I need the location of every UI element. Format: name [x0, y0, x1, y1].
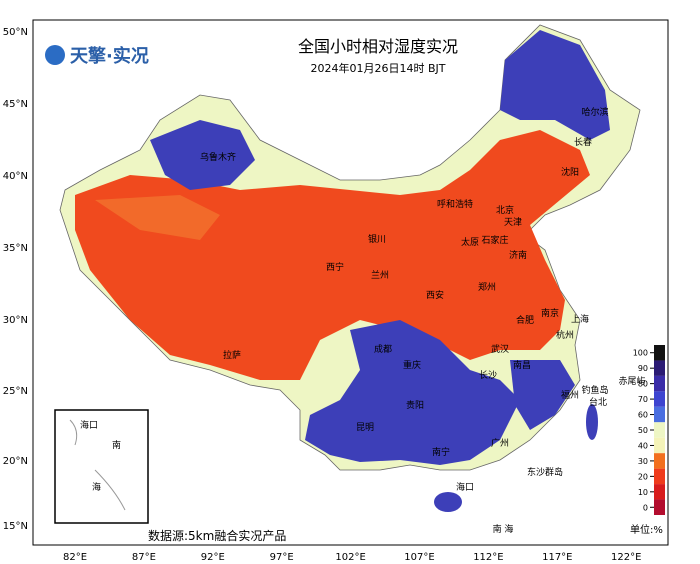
lon-label: 87°E	[132, 552, 156, 563]
legend-label: 20	[638, 472, 648, 481]
city-label: 拉萨	[223, 349, 241, 361]
city-label: 福州	[561, 389, 579, 401]
lon-label: 122°E	[611, 552, 641, 563]
legend-swatch	[654, 437, 665, 454]
city-label: 上海	[571, 313, 589, 325]
city-label: 西安	[426, 289, 444, 301]
city-label: 海口	[456, 481, 474, 493]
lon-label: 102°E	[335, 552, 365, 563]
lat-label: 35°N	[3, 243, 28, 254]
legend-label: 70	[638, 395, 648, 404]
city-label: 贵阳	[406, 399, 424, 411]
inset-label: 南	[112, 439, 121, 451]
city-label: 钓鱼岛	[581, 384, 608, 396]
city-label: 南 海	[493, 523, 514, 535]
city-label: 乌鲁木齐	[200, 151, 236, 163]
city-label: 天津	[504, 217, 522, 228]
city-label: 石家庄	[481, 234, 508, 246]
city-label: 成都	[374, 343, 392, 355]
city-label: 杭州	[556, 329, 574, 341]
legend-swatch	[654, 484, 665, 500]
inset-label: 海口	[80, 419, 98, 431]
city-label: 南宁	[432, 446, 450, 458]
legend-swatch	[654, 453, 665, 469]
lon-label: 117°E	[542, 552, 572, 563]
city-label: 济南	[509, 249, 527, 261]
map-land	[59, 24, 641, 512]
city-label: 沈阳	[561, 166, 579, 178]
city-label: 哈尔滨	[581, 106, 608, 118]
legend-label: 100	[633, 349, 648, 358]
city-label: 兰州	[371, 269, 389, 281]
legend-label: 30	[638, 457, 648, 466]
legend-swatch	[654, 406, 665, 423]
legend-swatch	[654, 391, 665, 407]
lon-label: 112°E	[473, 552, 503, 563]
legend-swatch	[654, 375, 665, 392]
legend-swatch	[654, 468, 665, 485]
city-label: 合肥	[516, 314, 534, 326]
legend-label: 0	[643, 503, 648, 512]
legend-label: 90	[638, 364, 648, 373]
map-title: 全国小时相对湿度实况	[298, 37, 458, 56]
lat-label: 45°N	[3, 99, 28, 110]
data-source: 数据源:5km融合实况产品	[148, 528, 286, 543]
legend-label: 60	[638, 411, 648, 420]
city-label: 昆明	[356, 422, 374, 433]
lat-label: 50°N	[3, 27, 28, 38]
city-label: 广州	[491, 437, 509, 449]
legend-label: 40	[638, 441, 648, 450]
inset-label: 海	[92, 481, 101, 493]
city-label: 西宁	[326, 261, 344, 273]
city-label: 重庆	[403, 359, 421, 371]
lon-label: 92°E	[201, 552, 225, 563]
inset-outline	[69, 419, 126, 511]
lat-label: 25°N	[3, 386, 28, 397]
city-label: 北京	[496, 204, 514, 216]
legend-swatch	[654, 422, 665, 438]
lat-label: 20°N	[3, 456, 28, 467]
city-label: 东沙群岛	[527, 466, 563, 478]
city-label: 呼和浩特	[437, 198, 473, 210]
city-label: 银川	[368, 233, 386, 245]
legend-label: 10	[638, 488, 648, 497]
logo-text: 天擎·实况	[70, 45, 149, 67]
lon-label: 82°E	[63, 552, 87, 563]
lon-label: 97°E	[270, 552, 294, 563]
lon-label: 107°E	[404, 552, 434, 563]
city-label: 赤尾屿	[618, 376, 645, 387]
legend-swatch	[654, 499, 665, 515]
city-label: 南昌	[513, 359, 531, 371]
lat-label: 30°N	[3, 315, 28, 326]
legend-swatch	[654, 360, 665, 376]
lat-label: 15°N	[3, 521, 28, 532]
legend-label: 50	[638, 426, 648, 435]
logo-icon	[45, 45, 65, 65]
city-label: 南京	[541, 307, 559, 319]
city-label: 郑州	[478, 281, 496, 293]
legend-swatch	[654, 345, 665, 361]
legend-unit: 单位:%	[630, 523, 663, 536]
lat-label: 40°N	[3, 171, 28, 182]
legend-label: 80	[638, 380, 648, 389]
city-label: 太原	[461, 236, 479, 248]
city-label: 长沙	[479, 369, 497, 381]
city-label: 长春	[574, 136, 592, 148]
city-label: 台北	[589, 396, 607, 408]
city-label: 武汉	[491, 343, 509, 355]
inset-frame	[54, 409, 149, 524]
map-subtitle: 2024年01月26日14时 BJT	[311, 61, 446, 75]
